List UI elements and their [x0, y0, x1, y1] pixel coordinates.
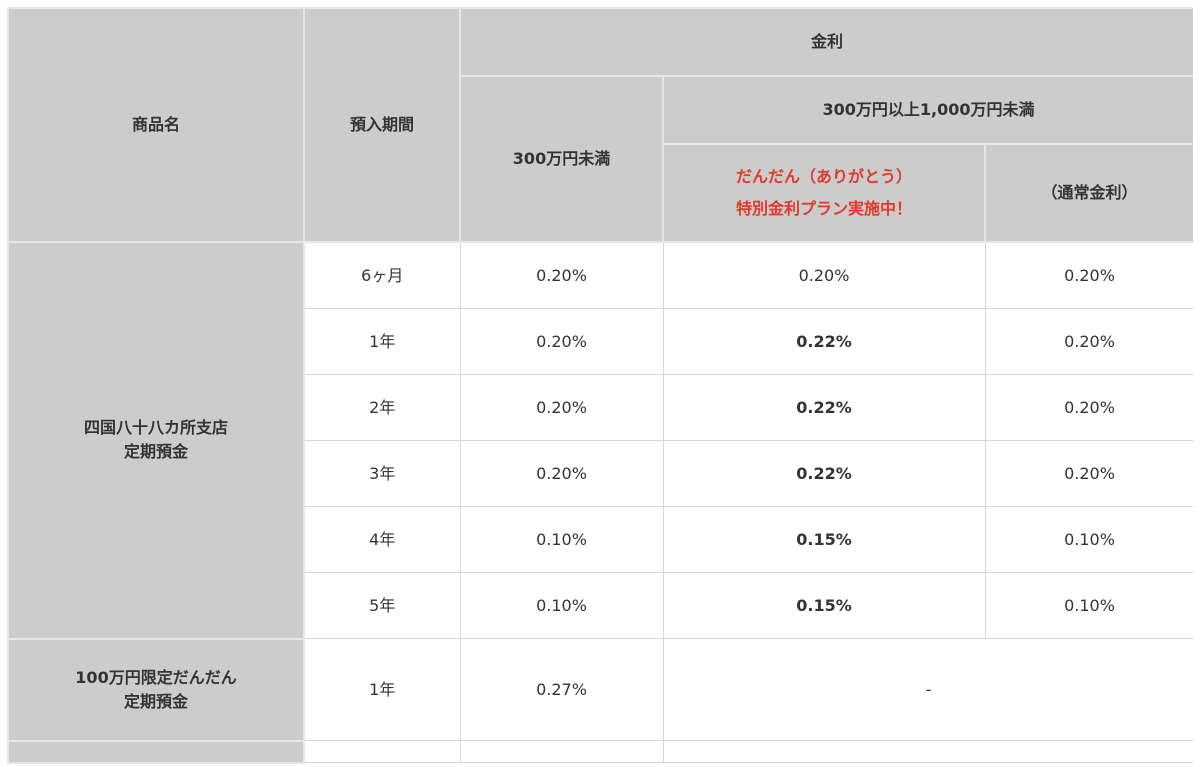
rate-special-cell: 0.15% [662, 572, 986, 639]
rate-under-3m-cell: 0.10% [459, 572, 664, 639]
rate-under-3m-cell: 0.20% [459, 241, 664, 309]
special-plan-line2: 特別金利プラン実施中！ [735, 199, 912, 218]
header-deposit-period: 預入期間 [303, 7, 461, 243]
rate-under-3m-cell: 0.10% [459, 506, 664, 573]
rate-under-3m-cell: 0.20% [459, 374, 664, 441]
rate-special-cell: 0.22% [662, 308, 986, 375]
special-plan-line1: だんだん（ありがとう） [735, 167, 912, 186]
rate-normal-cell: 0.20% [984, 241, 1193, 309]
period-cell: 1年 [303, 638, 461, 741]
rate-special-cell: 0.22% [662, 374, 986, 441]
rate-normal-cell: 0.20% [984, 440, 1193, 507]
table-row: 四国八十八カ所支店 定期預金 6ヶ月 0.20% 0.20% 0.20% [7, 241, 1193, 640]
period-cell: 2年 [303, 374, 461, 441]
table-row: 100万円限定だんだん 定期預金 1年 0.27% - [7, 637, 1193, 742]
rate-special-cell: 0.20% [662, 241, 986, 309]
table-row [7, 739, 1193, 764]
table-row: 5年 0.10% 0.15% 0.10% [8, 572, 1193, 639]
product-name-cell: 四国八十八カ所支店 定期預金 [7, 241, 305, 640]
table-row: 4年 0.10% 0.15% 0.10% [8, 506, 1193, 573]
rate-special-cell: 0.22% [662, 440, 986, 507]
table-row: 1年 0.20% 0.22% 0.20% [8, 308, 1193, 375]
header-under-3m: 300万円未満 [459, 75, 664, 243]
rate-normal-cell: 0.20% [984, 374, 1193, 441]
period-cell: 6ヶ月 [303, 241, 461, 309]
table-row: 2年 0.20% 0.22% 0.20% [8, 374, 1193, 441]
rate-table-container: 商品名 預入期間 金利 300万円未満 300万円以上1,000万円未満 だんだ… [7, 7, 1193, 767]
product-name-cell-cut [7, 739, 305, 764]
header-normal-rate: （通常金利） [983, 143, 1193, 243]
rate-under-3m-cell-cut [459, 740, 664, 763]
table-row: 3年 0.20% 0.22% 0.20% [8, 440, 1193, 507]
header-interest-rate: 金利 [458, 7, 1193, 77]
rate-merged-cell-cut [662, 740, 1193, 763]
period-cell: 3年 [303, 440, 461, 507]
period-cell: 5年 [303, 572, 461, 639]
product-name-line2: 定期預金 [123, 442, 188, 462]
rate-merged-cell: - [662, 638, 1193, 741]
header-range-3m-10m: 300万円以上1,000万円未満 [661, 75, 1193, 145]
product-name-line2: 定期預金 [123, 691, 188, 711]
rate-normal-cell: 0.10% [984, 572, 1193, 639]
rate-under-3m-cell: 0.20% [459, 440, 664, 507]
header-special-plan: だんだん（ありがとう） 特別金利プラン実施中！ [662, 143, 986, 243]
period-cell-cut [303, 740, 461, 763]
rate-special-cell: 0.15% [662, 506, 986, 573]
rate-normal-cell: 0.20% [984, 308, 1193, 375]
product-name-cell: 100万円限定だんだん 定期預金 [7, 637, 305, 742]
rate-under-3m-cell: 0.20% [459, 308, 664, 375]
product-name-line1: 四国八十八カ所支店 [83, 418, 228, 438]
rate-normal-cell: 0.10% [984, 506, 1193, 573]
period-cell: 1年 [303, 308, 461, 375]
header-product-name: 商品名 [7, 7, 305, 243]
rate-under-3m-cell: 0.27% [459, 638, 664, 741]
interest-rate-table: 商品名 預入期間 金利 300万円未満 300万円以上1,000万円未満 だんだ… [7, 7, 1193, 764]
product-name-line1: 100万円限定だんだん [75, 667, 237, 687]
period-cell: 4年 [303, 506, 461, 573]
